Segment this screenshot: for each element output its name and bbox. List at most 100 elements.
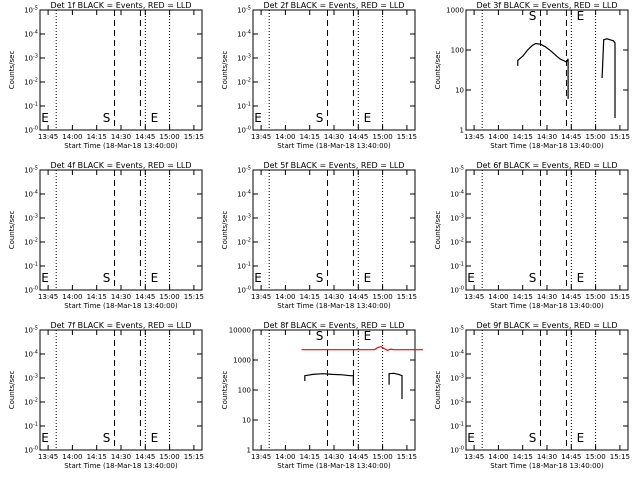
y-axis-label: Counts/sec	[221, 371, 229, 410]
x-axis-label: Start Time (18-Mar-18 13:40:00)	[490, 302, 604, 310]
y-tick-label: 10-1	[24, 102, 38, 111]
x-tick-label: 15:00	[373, 133, 393, 141]
x-tick-label: 14:15	[87, 133, 107, 141]
x-tick-label: 14:00	[62, 133, 82, 141]
plot-frame	[39, 169, 203, 291]
x-tick-label: 14:30	[537, 453, 557, 461]
detector-panel-3: Det 3f BLACK = Events, RED = LLD 1 10 100 10…	[434, 1, 630, 150]
y-tick-label: 10-1	[450, 262, 464, 271]
y-tick-label: 10-4	[237, 30, 251, 39]
y-axis-label: Counts/sec	[434, 211, 442, 250]
y-tick-label: 10-0	[237, 286, 251, 295]
x-tick-label: 15:15	[184, 133, 204, 141]
y-tick-label: 10-0	[24, 446, 38, 455]
x-tick-label: 14:45	[348, 453, 368, 461]
x-tick-label: 15:00	[586, 293, 606, 301]
y-tick-label: 10-4	[450, 190, 464, 199]
x-tick-label: 13:45	[464, 453, 484, 461]
x-tick-label: 15:00	[160, 133, 180, 141]
marker-s-label: S	[529, 9, 537, 23]
events-series-line	[388, 372, 403, 399]
marker-s-label: S	[103, 111, 111, 125]
x-axis-label: Start Time (18-Mar-18 13:40:00)	[277, 142, 391, 150]
y-axis-label: Counts/sec	[8, 211, 16, 250]
detector-panel-1: Det 1f BLACK = Events, RED = LLD 10-0 10-1…	[8, 1, 204, 150]
y-tick-label: 10-3	[450, 214, 464, 223]
y-tick-label: 1000	[233, 357, 251, 365]
y-tick-label: 10-3	[24, 374, 38, 383]
x-tick-label: 15:00	[586, 133, 606, 141]
y-tick-label: 10-2	[237, 78, 251, 87]
y-tick-label: 10-3	[450, 374, 464, 383]
x-tick-label: 14:30	[537, 133, 557, 141]
x-tick-label: 13:45	[38, 453, 58, 461]
y-tick-label: 10-0	[24, 126, 38, 135]
detector-panel-7: Det 7f BLACK = Events, RED = LLD 10-0 10-1…	[8, 321, 204, 470]
x-tick-label: 14:00	[488, 133, 508, 141]
y-tick-label: 10-3	[24, 54, 38, 63]
y-tick-label: 10-0	[24, 286, 38, 295]
marker-s-label: S	[529, 431, 537, 445]
x-tick-label: 14:15	[513, 453, 533, 461]
y-tick-label: 10000	[229, 327, 251, 335]
panel-title: Det 9f BLACK = Events, RED = LLD	[476, 321, 617, 330]
detector-panel-9: Det 9f BLACK = Events, RED = LLD 10-0 10-1…	[434, 321, 630, 470]
x-tick-label: 13:45	[251, 293, 271, 301]
x-tick-label: 14:00	[62, 453, 82, 461]
plot-frame	[39, 9, 203, 131]
y-tick-label: 10-4	[24, 350, 38, 359]
x-tick-label: 13:45	[251, 453, 271, 461]
y-tick-label: 10-1	[24, 422, 38, 431]
y-tick-label: 100	[451, 47, 464, 55]
y-axis-label: Counts/sec	[8, 371, 16, 410]
y-tick-label: 10-1	[24, 262, 38, 271]
detector-panel-5: Det 5f BLACK = Events, RED = LLD 10-0 10-1…	[221, 161, 417, 310]
panel-title: Det 3f BLACK = Events, RED = LLD	[476, 1, 617, 10]
x-tick-label: 14:00	[488, 453, 508, 461]
y-tick-label: 10-5	[237, 6, 251, 15]
marker-e-left-label: E	[41, 111, 49, 125]
y-tick-label: 10-3	[237, 214, 251, 223]
y-axis-label: Counts/sec	[434, 371, 442, 410]
plot-frame	[465, 169, 629, 291]
x-tick-label: 13:45	[38, 293, 58, 301]
y-tick-label: 10-2	[450, 398, 464, 407]
marker-s-label: S	[103, 271, 111, 285]
marker-e-label: E	[364, 271, 372, 285]
x-tick-label: 15:00	[160, 453, 180, 461]
y-tick-label: 10-5	[24, 6, 38, 15]
lld-series-line	[301, 345, 424, 351]
x-tick-label: 14:45	[561, 133, 581, 141]
x-tick-label: 13:45	[251, 133, 271, 141]
events-series-line	[517, 42, 569, 99]
panel-title: Det 8f BLACK = Events, RED = LLD	[263, 321, 404, 330]
x-tick-label: 14:00	[275, 453, 295, 461]
x-tick-label: 15:15	[610, 453, 630, 461]
y-tick-label: 1	[460, 127, 464, 135]
y-tick-label: 10-4	[24, 190, 38, 199]
x-tick-label: 15:15	[397, 293, 417, 301]
x-tick-label: 14:00	[275, 133, 295, 141]
y-tick-label: 10-5	[450, 166, 464, 175]
marker-e-label: E	[577, 9, 585, 23]
y-tick-label: 100	[238, 387, 251, 395]
x-tick-label: 14:00	[62, 293, 82, 301]
plot-frame	[465, 329, 629, 451]
x-tick-label: 14:30	[111, 293, 131, 301]
x-axis-label: Start Time (18-Mar-18 13:40:00)	[490, 462, 604, 470]
marker-e-label: E	[151, 431, 159, 445]
y-tick-label: 10-5	[24, 166, 38, 175]
y-tick-label: 10-0	[450, 286, 464, 295]
x-tick-label: 14:00	[275, 293, 295, 301]
x-axis-label: Start Time (18-Mar-18 13:40:00)	[490, 142, 604, 150]
x-tick-label: 15:00	[373, 293, 393, 301]
y-tick-label: 1000	[446, 7, 464, 15]
marker-e-label: E	[151, 271, 159, 285]
y-tick-label: 10-1	[237, 102, 251, 111]
y-axis-label: Counts/sec	[221, 211, 229, 250]
marker-e-label: E	[364, 329, 372, 343]
panel-title: Det 4f BLACK = Events, RED = LLD	[50, 161, 191, 170]
marker-e-label: E	[151, 111, 159, 125]
y-tick-label: 10-4	[237, 190, 251, 199]
marker-s-label: S	[529, 271, 537, 285]
